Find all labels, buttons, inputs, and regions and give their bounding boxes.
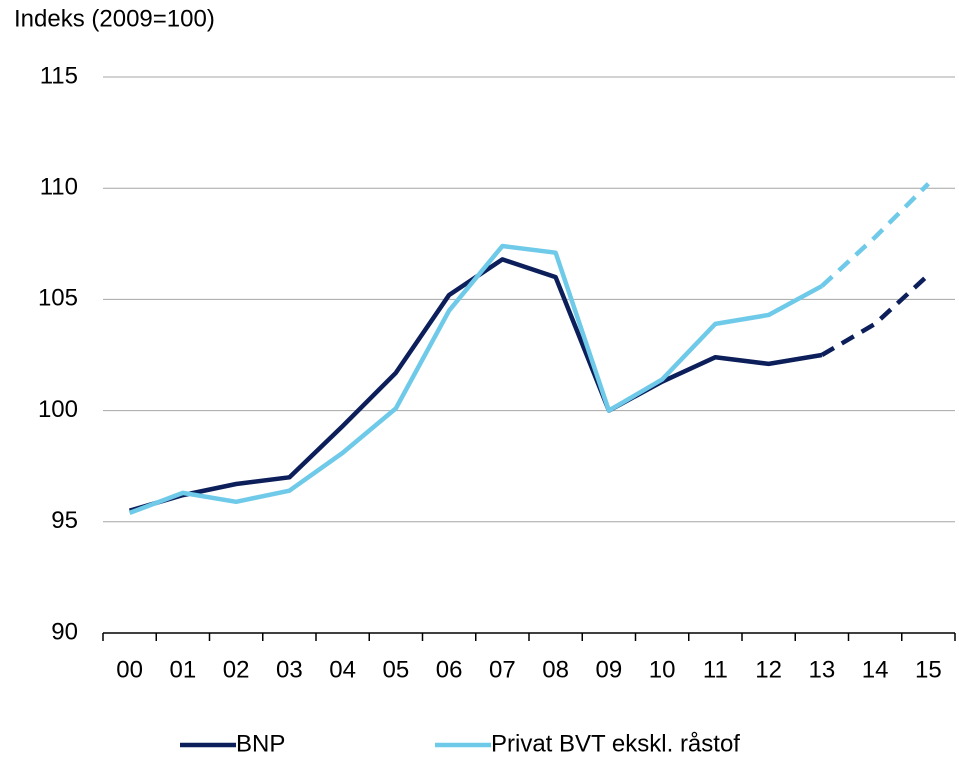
y-tick-label: 90	[51, 618, 78, 645]
y-tick-label: 95	[51, 507, 78, 534]
x-tick-label: 02	[223, 656, 250, 683]
y-tick-label: 115	[40, 62, 78, 89]
x-tick-label: 13	[809, 656, 836, 683]
x-tick-label: 04	[329, 656, 356, 683]
legend-label: BNP	[236, 730, 285, 757]
x-tick-label: 12	[755, 656, 782, 683]
x-tick-label: 07	[489, 656, 516, 683]
y-axis-label: Indeks (2009=100)	[14, 5, 215, 32]
x-tick-label: 00	[116, 656, 143, 683]
x-tick-label: 09	[596, 656, 623, 683]
line	[128, 257, 823, 513]
x-tick-label: 15	[915, 656, 942, 683]
forecast-line	[820, 182, 930, 288]
x-tick-label: 03	[276, 656, 303, 683]
x-tick-label: 06	[436, 656, 463, 683]
x-tick-label: 11	[703, 656, 728, 683]
x-tick-label: 01	[170, 656, 197, 683]
line	[128, 243, 823, 516]
forecast-line	[820, 273, 930, 357]
x-tick-label: 10	[649, 656, 676, 683]
x-tick-label: 08	[542, 656, 569, 683]
legend-label: Privat BVT ekskl. råstof	[491, 730, 740, 757]
y-tick-label: 100	[38, 396, 78, 423]
x-tick-label: 14	[862, 656, 889, 683]
y-tick-label: 105	[38, 285, 78, 312]
x-tick-label: 05	[383, 656, 410, 683]
y-tick-label: 110	[40, 174, 78, 201]
